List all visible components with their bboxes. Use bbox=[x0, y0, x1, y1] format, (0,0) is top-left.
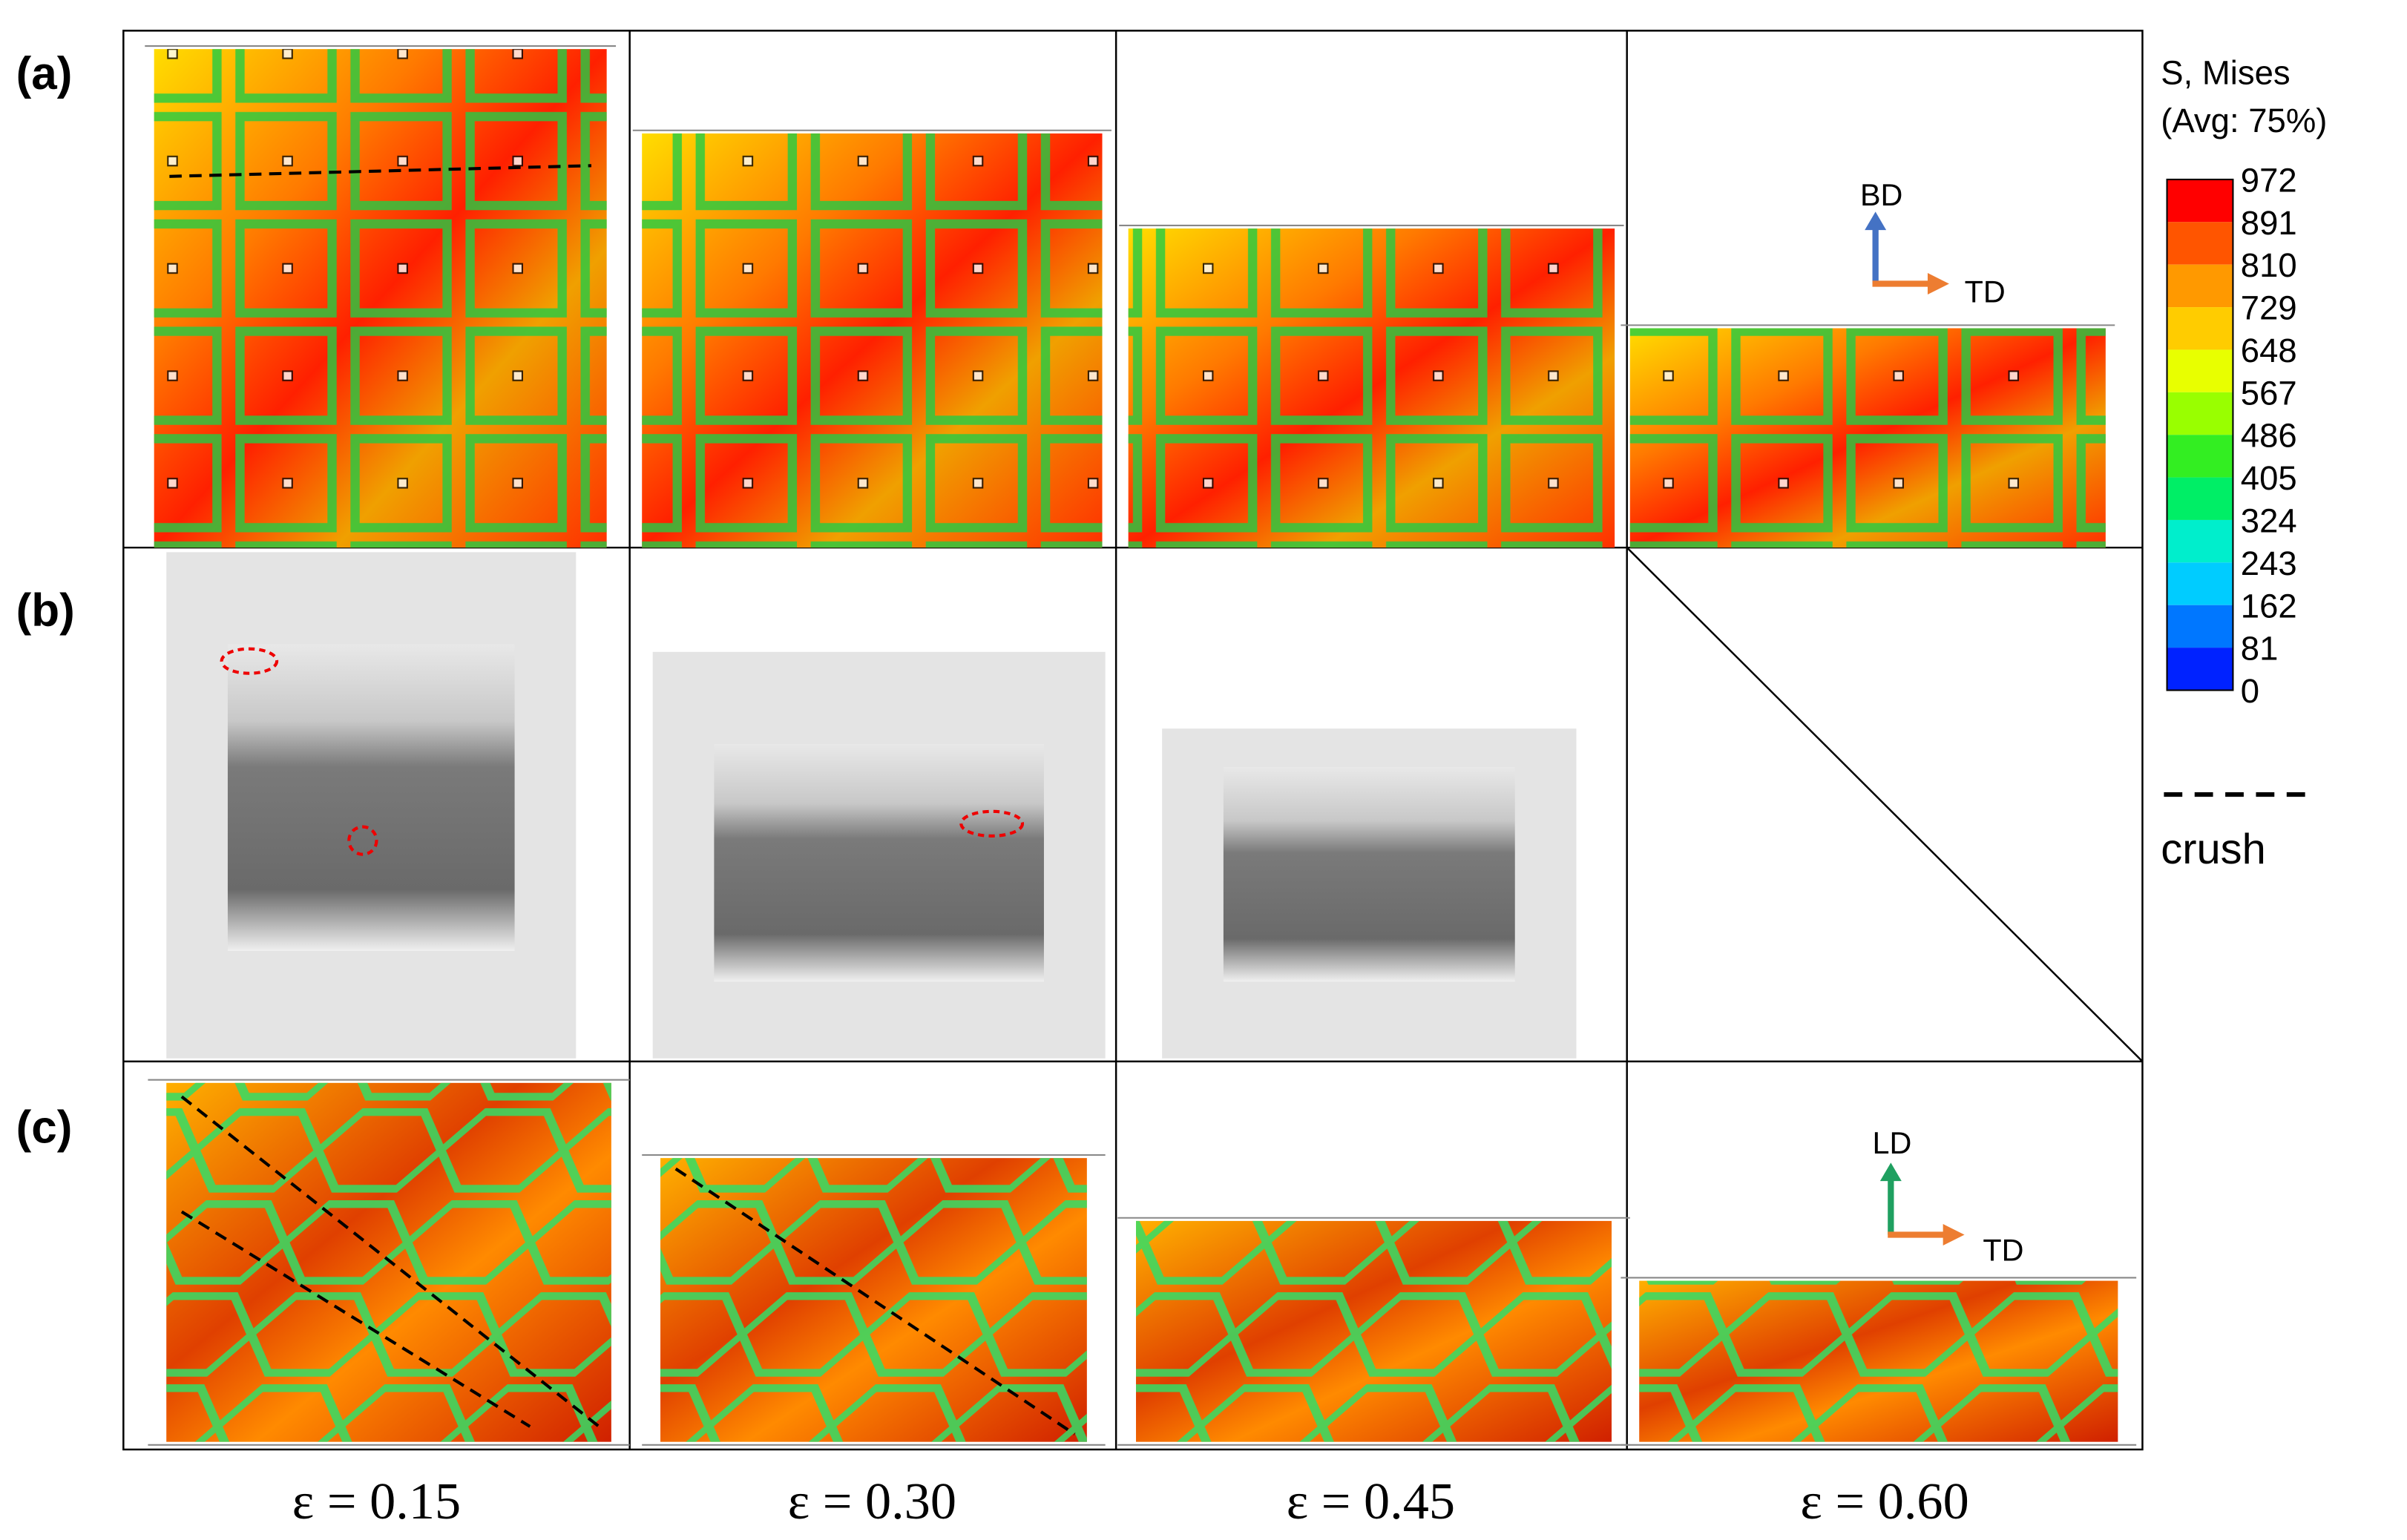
colorbar-tick-label: 324 bbox=[2241, 502, 2297, 540]
strain-label: ε = 0.60 bbox=[1800, 1472, 1968, 1530]
arrowhead bbox=[1865, 211, 1887, 231]
photo-sample bbox=[1223, 766, 1515, 982]
panel-label: (c) bbox=[16, 1102, 73, 1153]
colorbar-tick-label: 972 bbox=[2241, 161, 2297, 199]
highlight-circle bbox=[959, 809, 1025, 838]
photo-sample bbox=[227, 644, 515, 951]
axis-label: BD bbox=[1860, 178, 1902, 212]
grid-border bbox=[122, 30, 2144, 1451]
fem-cells bbox=[166, 1082, 611, 1442]
axis-label: LD bbox=[1873, 1126, 1912, 1160]
colorbar-segment bbox=[2167, 179, 2233, 223]
crush-band bbox=[180, 1095, 600, 1428]
colorbar-tick-label: 486 bbox=[2241, 417, 2297, 455]
colorbar-tick-label: 567 bbox=[2241, 374, 2297, 412]
colorbar-segment bbox=[2167, 264, 2233, 308]
fem-cells bbox=[1629, 328, 2106, 548]
colorbar-segment bbox=[2167, 435, 2233, 478]
highlight-circle bbox=[220, 647, 279, 675]
crush-band bbox=[169, 164, 592, 178]
colorbar-segment bbox=[2167, 605, 2233, 648]
legend-subtitle: (Avg: 75%) bbox=[2161, 102, 2327, 139]
axes-indicator-c: LD TD bbox=[1873, 1126, 2024, 1268]
legend-title: S, Mises bbox=[2161, 54, 2290, 92]
colorbar-tick-label: 729 bbox=[2241, 289, 2297, 327]
fem-cells bbox=[642, 133, 1103, 548]
axis-label: TD bbox=[1965, 274, 2006, 309]
colorbar-tick-label: 162 bbox=[2241, 587, 2297, 625]
arrowhead bbox=[1943, 1224, 1965, 1246]
colorbar-tick-label: 648 bbox=[2241, 332, 2297, 369]
panel-label: (b) bbox=[16, 585, 75, 636]
fem-cells bbox=[1128, 228, 1615, 548]
panel-label: (a) bbox=[16, 48, 73, 99]
axes-indicator-a: BD TD bbox=[1860, 178, 2006, 309]
strain-label: ε = 0.30 bbox=[788, 1472, 956, 1530]
fem-cells bbox=[1136, 1220, 1612, 1442]
fem-cells bbox=[660, 1158, 1087, 1442]
fem-cells bbox=[154, 49, 607, 548]
colorbar-segment bbox=[2167, 477, 2233, 520]
axis-label: TD bbox=[1983, 1234, 2023, 1268]
strain-label: ε = 0.15 bbox=[292, 1472, 461, 1530]
colorbar-segment bbox=[2167, 222, 2233, 265]
colorbar-tick-label: 81 bbox=[2241, 630, 2279, 668]
arrowhead bbox=[1927, 273, 1949, 295]
crush-label: crush bbox=[2161, 826, 2266, 873]
colorbar-segment bbox=[2167, 562, 2233, 605]
arrowhead bbox=[1879, 1162, 1902, 1182]
colorbar-border bbox=[2166, 178, 2234, 691]
photo-sample bbox=[714, 743, 1044, 982]
colorbar-segment bbox=[2167, 519, 2233, 563]
colorbar-segment bbox=[2167, 307, 2233, 350]
colorbar-tick-label: 0 bbox=[2241, 672, 2259, 710]
colorbar-tick-label: 405 bbox=[2241, 459, 2297, 497]
highlight-circle bbox=[347, 825, 378, 856]
empty-panel-diagonal bbox=[1626, 547, 2144, 1062]
strain-label: ε = 0.45 bbox=[1287, 1472, 1455, 1530]
colorbar-tick-label: 243 bbox=[2241, 544, 2297, 582]
colorbar-tick-label: 891 bbox=[2241, 204, 2297, 242]
colorbar-tick-label: 810 bbox=[2241, 246, 2297, 284]
crush-band bbox=[180, 1210, 531, 1428]
colorbar-segment bbox=[2167, 349, 2233, 392]
crush-band bbox=[674, 1167, 1076, 1436]
fem-cells bbox=[1639, 1280, 2118, 1442]
colorbar-segment bbox=[2167, 392, 2233, 435]
colorbar-segment bbox=[2167, 648, 2233, 691]
